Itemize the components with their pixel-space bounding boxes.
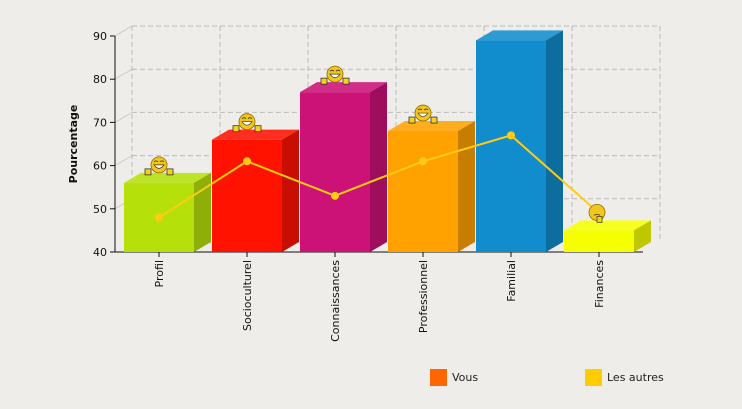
x-tick-label: Familial bbox=[505, 260, 518, 302]
legend-item-vous: Vous bbox=[430, 369, 478, 386]
y-tick-label: 70 bbox=[93, 116, 107, 129]
thumb-up-icon bbox=[320, 77, 328, 85]
legend-swatch-vous bbox=[430, 369, 447, 386]
line-point bbox=[155, 213, 163, 222]
thumb-up-icon bbox=[342, 77, 350, 85]
x-tick-label: Connaissances bbox=[329, 260, 342, 342]
x-tick-label: Profil bbox=[153, 260, 166, 287]
bar-side bbox=[546, 30, 563, 252]
thumb-up-icon bbox=[430, 116, 438, 124]
smiley-eyes bbox=[241, 117, 253, 119]
smiley-eyes bbox=[417, 108, 429, 111]
legend-item-les-autres: Les autres bbox=[585, 369, 664, 386]
grid-line-diagonal bbox=[114, 25, 133, 37]
grid-line-diagonal bbox=[114, 111, 133, 123]
bar-side bbox=[282, 129, 299, 252]
thumb-up-icon bbox=[232, 125, 240, 133]
bar-connaissances bbox=[300, 92, 370, 252]
bar-top bbox=[564, 220, 651, 231]
bar-top bbox=[124, 172, 211, 183]
bar-familial bbox=[476, 40, 546, 252]
x-tick-label: Socioculturel bbox=[241, 260, 254, 331]
bar-side bbox=[370, 82, 387, 252]
y-axis-title: Pourcentage bbox=[67, 105, 80, 184]
smiley-mouth bbox=[329, 73, 341, 79]
line-point bbox=[243, 157, 251, 166]
bar-side bbox=[458, 121, 475, 252]
y-tick-label: 90 bbox=[93, 30, 107, 43]
legend-swatch-les-autres bbox=[585, 369, 602, 386]
hand-icon bbox=[596, 216, 603, 223]
x-tick-label: Professionnel bbox=[417, 260, 430, 333]
smiley-eyes bbox=[329, 69, 341, 72]
grid-line-diagonal bbox=[114, 155, 133, 167]
thumb-up-icon bbox=[254, 125, 262, 133]
bar-top bbox=[212, 129, 299, 140]
line-point bbox=[331, 191, 339, 200]
smiley-mouth bbox=[153, 164, 165, 169]
smiley-mouth bbox=[593, 214, 601, 216]
line-les-autres bbox=[158, 134, 600, 219]
bar-socioculturel bbox=[212, 139, 282, 252]
bar-finances bbox=[564, 230, 634, 252]
y-tick-label: 80 bbox=[93, 73, 107, 86]
y-tick-label: 50 bbox=[93, 203, 107, 216]
smiley-mouth bbox=[417, 112, 429, 117]
y-tick-label: 40 bbox=[93, 246, 107, 259]
thumb-up-icon bbox=[144, 168, 152, 176]
bar-top bbox=[300, 82, 387, 93]
y-tick-label: 60 bbox=[93, 160, 107, 173]
bar-professionnel bbox=[388, 131, 458, 252]
thumb-up-icon bbox=[166, 168, 174, 176]
line-point bbox=[419, 157, 427, 166]
smiley-mouth bbox=[241, 121, 253, 126]
bar-top bbox=[476, 30, 563, 41]
legend-label-vous: Vous bbox=[452, 371, 479, 384]
legend-label-les-autres: Les autres bbox=[607, 371, 664, 384]
bar-side bbox=[634, 220, 651, 252]
grid-line-diagonal bbox=[114, 68, 133, 80]
thumb-up-icon bbox=[408, 116, 416, 124]
line-point bbox=[507, 131, 515, 140]
x-tick-label: Finances bbox=[593, 260, 606, 308]
smiley-eyes bbox=[153, 160, 165, 163]
bar-top bbox=[388, 121, 475, 132]
